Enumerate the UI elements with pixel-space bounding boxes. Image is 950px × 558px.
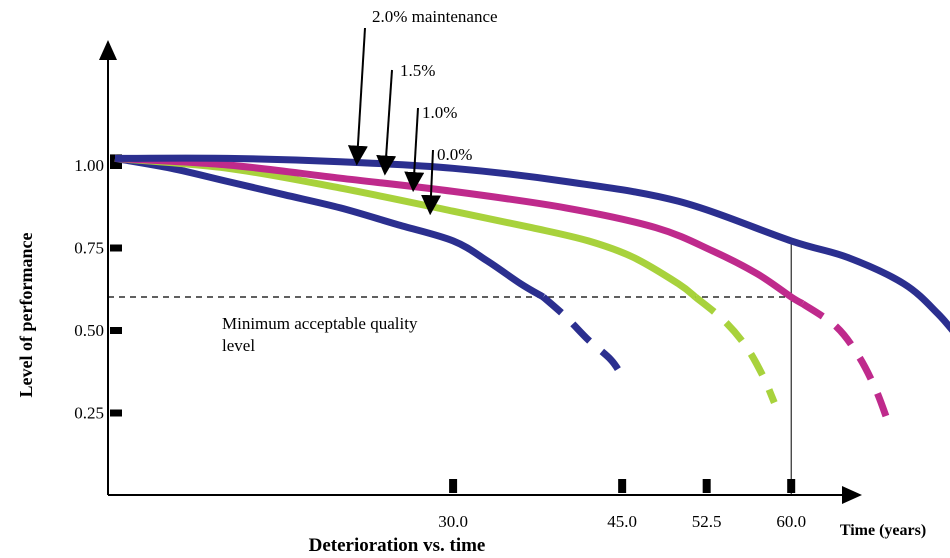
y-tick-label: 0.75 [74,239,104,258]
y-tick-label: 0.50 [74,321,104,340]
series-1-dashed-line [693,294,778,404]
series-2-dashed-line [800,300,891,421]
threshold-label: Minimum acceptable quality level [222,314,422,355]
x-tick-mark [618,479,627,493]
annotation-arrow [347,27,368,166]
x-tick-label: 60.0 [776,512,806,531]
annotation-label: 0.0% [437,145,472,164]
annotation-arrow [404,107,425,193]
series-layer [114,154,950,421]
annotation-label: 2.0% maintenance [372,7,498,26]
y-tick-label: 1.00 [74,156,104,175]
y-tick-mark [110,244,122,252]
annotation-arrow [376,69,397,176]
x-tick-label: 30.0 [438,512,468,531]
annotation-label: 1.5% [400,61,435,80]
y-axis-title: Level of performance [16,233,36,398]
threshold-label-line2: level [222,336,255,355]
series-0-dashed-line [540,294,626,379]
series-1-solid-line [114,154,698,300]
y-tick-mark [110,327,122,334]
series-2-solid-line [114,154,805,307]
y-tick-mark [110,409,122,417]
threshold-label-line1: Minimum acceptable quality [222,314,418,333]
x-axis-arrowhead [842,486,862,504]
annotation-label: 1.0% [422,103,457,122]
x-axis-title: Deterioration vs. time [309,535,486,556]
x-tick-mark [449,479,458,493]
x-tick-mark [702,479,711,493]
x-axis-unit-label: Time (years) [840,522,926,539]
y-tick-mark [110,162,122,169]
series-3-solid-line [114,154,950,333]
tick-layer: 30.0 45.0 52.5 60.0 1.00 0.75 0.50 0.25 [74,154,806,531]
x-tick-label: 45.0 [607,512,637,531]
annotation-layer: 2.0% maintenance 1.5% 1.0% 0.0% [347,7,498,216]
y-tick-label: 0.25 [74,404,104,423]
x-tick-label: 52.5 [692,512,722,531]
series-0-solid-line [114,154,546,301]
y-axis-arrowhead [99,40,117,60]
annotation-arrow [421,149,441,216]
